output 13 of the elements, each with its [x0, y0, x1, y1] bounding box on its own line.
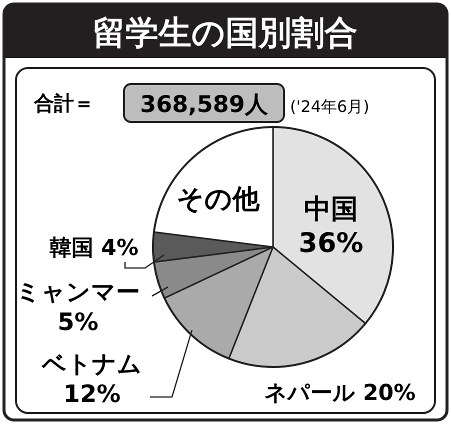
text: 368,589人 — [140, 92, 269, 118]
slice-label: ベトナム — [41, 350, 142, 378]
slice-label: 中国 — [304, 194, 358, 225]
data-label: 5% — [58, 308, 98, 336]
text: 合計＝ — [33, 91, 94, 115]
slice-label: ミャンマー — [16, 278, 140, 306]
data-label: 12% — [63, 380, 121, 408]
slice-label: ネパール 20% — [264, 381, 416, 406]
slice-label: 韓国 4% — [49, 236, 139, 261]
data-label: 36% — [298, 228, 364, 259]
slice-label: その他 — [176, 184, 260, 215]
chart-title: 留学生の国別割合 — [92, 13, 358, 52]
text: ('24年6月) — [290, 97, 370, 116]
